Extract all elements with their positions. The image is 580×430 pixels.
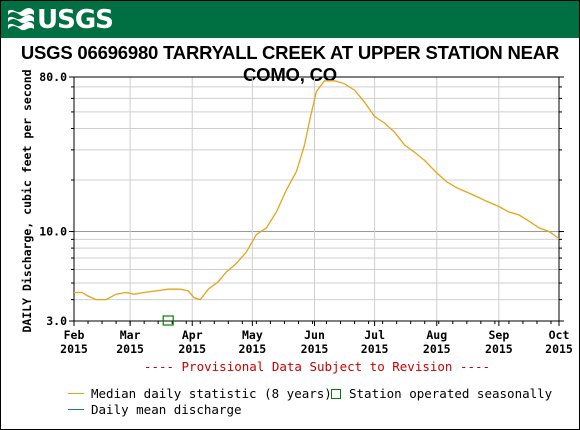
x-tick-month: Feb xyxy=(64,328,85,342)
seasonal-marker xyxy=(162,315,174,326)
usgs-logo-text: USGS xyxy=(37,5,114,35)
series-lines xyxy=(74,80,560,301)
legend: Median daily statistic (8 years) Station… xyxy=(0,384,580,424)
x-tick-month: Jun xyxy=(304,328,325,342)
x-tick-month: Mar xyxy=(120,328,141,342)
x-tick-month: Oct xyxy=(549,328,570,342)
legend-daily-mean-label: Daily mean discharge xyxy=(91,402,242,417)
y-axis-label: DAILY Discharge, cubic feet per second xyxy=(20,69,34,332)
provisional-annotation: ---- Provisional Data Subject to Revisio… xyxy=(144,359,490,374)
x-tick-month: Jul xyxy=(364,328,385,342)
y-tick-label: 3.0 xyxy=(46,314,67,328)
legend-item-median: Median daily statistic (8 years) xyxy=(68,386,332,401)
y-tick-label: 10.0 xyxy=(39,225,67,239)
x-tick-year: 2015 xyxy=(545,342,573,356)
x-ticks: Feb2015Mar2015Apr2015May2015Jun2015Jul20… xyxy=(60,321,573,356)
x-tick-year: 2015 xyxy=(361,342,389,356)
y-ticks: 3.0 10.0 80.0 xyxy=(39,70,564,328)
legend-median-label: Median daily statistic (8 years) xyxy=(91,386,332,401)
median-swatch xyxy=(68,393,84,394)
y-tick-label: 80.0 xyxy=(39,70,67,84)
x-tick-month: Aug xyxy=(426,328,447,342)
x-tick-month: May xyxy=(242,328,263,342)
usgs-wave-icon xyxy=(8,8,34,31)
x-tick-month: Sep xyxy=(488,328,509,342)
legend-item-daily-mean: Daily mean discharge xyxy=(68,402,242,417)
x-tick-year: 2015 xyxy=(116,342,144,356)
series-line-median xyxy=(74,80,560,301)
x-tick-year: 2015 xyxy=(485,342,513,356)
seasonal-swatch xyxy=(331,388,341,399)
legend-item-seasonal: Station operated seasonally xyxy=(331,386,552,401)
daily-mean-swatch xyxy=(68,409,84,410)
usgs-logo[interactable]: USGS xyxy=(7,5,114,35)
grid-lines xyxy=(74,77,559,321)
x-tick-year: 2015 xyxy=(301,342,329,356)
x-tick-month: Apr xyxy=(182,328,203,342)
plot-border xyxy=(73,76,560,322)
x-tick-year: 2015 xyxy=(423,342,451,356)
legend-seasonal-label: Station operated seasonally xyxy=(349,386,553,401)
chart-title: USGS 06696980 TARRYALL CREEK AT UPPER ST… xyxy=(20,42,560,85)
marker-points xyxy=(162,315,174,326)
x-tick-year: 2015 xyxy=(178,342,206,356)
x-tick-year: 2015 xyxy=(239,342,267,356)
usgs-header-bar: USGS xyxy=(1,1,579,38)
x-tick-year: 2015 xyxy=(60,342,88,356)
